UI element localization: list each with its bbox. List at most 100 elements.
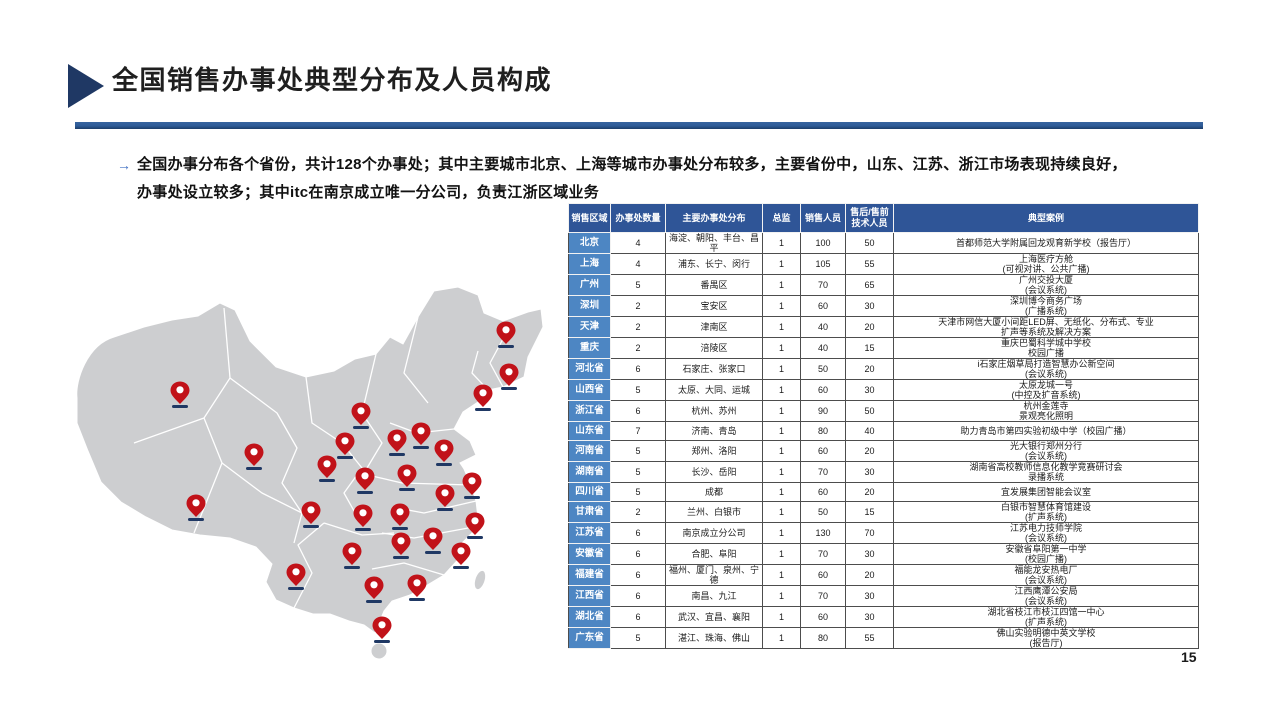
sales-count-cell: 90 xyxy=(800,400,846,422)
region-cell: 山西省 xyxy=(568,379,611,401)
sales-count-cell: 60 xyxy=(800,379,846,401)
director-cell: 1 xyxy=(762,501,801,523)
office-count-cell: 6 xyxy=(610,358,666,380)
typical-case-cell: 重庆巴蜀科学城中学校 校园广播 xyxy=(893,337,1199,359)
table-row: 河南省 5 郑州、洛阳 1 60 20 光大银行郑州分行 (会议系统) xyxy=(568,440,1199,462)
table-row: 山东省 7 济南、青岛 1 80 40 助力青岛市第四实验初级中学（校园广播） xyxy=(568,421,1199,441)
distribution-cell: 武汉、宜昌、襄阳 xyxy=(665,606,763,628)
table-row: 河北省 6 石家庄、张家口 1 50 20 i石家庄烟草局打造智慧办公新空间 (会议系统) xyxy=(568,358,1199,380)
table-row: 江西省 6 南昌、九江 1 70 30 江西鹰潭公安局 (会议系统) xyxy=(568,585,1199,607)
region-cell: 江苏省 xyxy=(568,522,611,544)
table-row: 安徽省 6 合肥、阜阳 1 70 30 安徽省阜阳第一中学 (校园广播) xyxy=(568,543,1199,565)
typical-case-cell: 光大银行郑州分行 (会议系统) xyxy=(893,440,1199,462)
distribution-cell: 郑州、洛阳 xyxy=(665,440,763,462)
sales-count-cell: 60 xyxy=(800,482,846,502)
region-cell: 安徽省 xyxy=(568,543,611,565)
china-map-svg xyxy=(76,286,544,660)
director-cell: 1 xyxy=(762,274,801,296)
region-cell: 重庆 xyxy=(568,337,611,359)
office-count-cell: 2 xyxy=(610,337,666,359)
office-count-cell: 4 xyxy=(610,232,666,254)
support-count-cell: 50 xyxy=(845,400,894,422)
map-pin-icon xyxy=(407,574,427,601)
typical-case-cell: 上海医疗方舱 (可视对讲、公共广播) xyxy=(893,253,1199,275)
sales-count-cell: 50 xyxy=(800,501,846,523)
support-count-cell: 30 xyxy=(845,543,894,565)
director-cell: 1 xyxy=(762,585,801,607)
summary-text: 全国办事分布各个省份，共计128个办事处；其中主要城市北京、上海等城市办事处分布… xyxy=(137,151,1217,207)
table-row: 上海 4 浦东、长宁、闵行 1 105 55 上海医疗方舱 (可视对讲、公共广播) xyxy=(568,253,1199,275)
typical-case-line: 上海医疗方舱 xyxy=(1018,254,1073,264)
director-cell: 1 xyxy=(762,358,801,380)
sales-count-cell: 70 xyxy=(800,585,846,607)
table-row: 湖北省 6 武汉、宜昌、襄阳 1 60 30 湖北省枝江市枝江四馆一中心 (扩声系统) xyxy=(568,606,1199,628)
table-row: 广东省 5 湛江、珠海、佛山 1 80 55 佛山实验明德中英文学校 (报告厅) xyxy=(568,627,1199,649)
china-map xyxy=(72,283,562,668)
typical-case-cell: 湖北省枝江市枝江四馆一中心 (扩声系统) xyxy=(893,606,1199,628)
table-row: 重庆 2 涪陵区 1 40 15 重庆巴蜀科学城中学校 校园广播 xyxy=(568,337,1199,359)
region-cell: 福建省 xyxy=(568,564,611,586)
distribution-cell: 兰州、白银市 xyxy=(665,501,763,523)
typical-case-line: (校园广播) xyxy=(1025,554,1067,564)
typical-case-line: (会议系统) xyxy=(1025,285,1067,295)
support-count-cell: 15 xyxy=(845,501,894,523)
region-cell: 河北省 xyxy=(568,358,611,380)
sales-count-cell: 105 xyxy=(800,253,846,275)
sales-count-cell: 60 xyxy=(800,440,846,462)
taiwan-island xyxy=(473,569,487,591)
support-count-cell: 20 xyxy=(845,564,894,586)
typical-case-line: 校园广播 xyxy=(1027,348,1064,358)
director-cell: 1 xyxy=(762,379,801,401)
table-row: 天津 2 津南区 1 40 20 天津市网信大厦小间距LED屏、无纸化、分布式、专业 扩声等系… xyxy=(568,316,1199,338)
table-row: 深圳 2 宝安区 1 60 30 深圳博今商务广场 (广播系统) xyxy=(568,295,1199,317)
office-count-cell: 5 xyxy=(610,379,666,401)
typical-case-cell: 广州交投大厦 (会议系统) xyxy=(893,274,1199,296)
office-count-cell: 6 xyxy=(610,543,666,565)
region-cell: 湖南省 xyxy=(568,461,611,483)
distribution-cell: 涪陵区 xyxy=(665,337,763,359)
director-cell: 1 xyxy=(762,564,801,586)
sales-count-cell: 100 xyxy=(800,232,846,254)
typical-case-line: 湖北省枝江市枝江四馆一中心 xyxy=(987,607,1105,617)
director-cell: 1 xyxy=(762,482,801,502)
typical-case-line: 江苏电力技师学院 xyxy=(1009,523,1082,533)
table-row: 四川省 5 成都 1 60 20 宜发展集团智能会议室 xyxy=(568,482,1199,502)
typical-case-line: 佛山实验明德中英文学校 xyxy=(996,628,1096,638)
typical-case-line: 助力青岛市第四实验初级中学（校园广播） xyxy=(960,426,1132,436)
director-cell: 1 xyxy=(762,232,801,254)
support-count-cell: 40 xyxy=(845,421,894,441)
region-cell: 甘肃省 xyxy=(568,501,611,523)
typical-case-line: 福能龙安热电厂 xyxy=(1014,565,1078,575)
support-count-cell: 20 xyxy=(845,316,894,338)
support-count-cell: 70 xyxy=(845,522,894,544)
office-count-cell: 7 xyxy=(610,421,666,441)
director-cell: 1 xyxy=(762,522,801,544)
typical-case-line: 首都师范大学附属回龙观育新学校（报告厅） xyxy=(955,238,1136,248)
table-row: 山西省 5 太原、大同、运城 1 60 30 太原龙城一号 (中控及扩音系统) xyxy=(568,379,1199,401)
region-cell: 浙江省 xyxy=(568,400,611,422)
column-header: 典型案例 xyxy=(893,203,1199,233)
typical-case-cell: 湖南省高校教师信息化教学竞赛研讨会 录播系统 xyxy=(893,461,1199,483)
typical-case-cell: 助力青岛市第四实验初级中学（校园广播） xyxy=(893,421,1199,441)
table-row: 福建省 6 福州、厦门、泉州、宁德 1 60 20 福能龙安热电厂 (会议系统) xyxy=(568,564,1199,586)
column-header: 销售人员 xyxy=(800,203,846,233)
distribution-cell: 成都 xyxy=(665,482,763,502)
distribution-cell: 湛江、珠海、佛山 xyxy=(665,627,763,649)
office-count-cell: 6 xyxy=(610,400,666,422)
support-count-cell: 20 xyxy=(845,440,894,462)
typical-case-cell: 佛山实验明德中英文学校 (报告厅) xyxy=(893,627,1199,649)
office-count-cell: 2 xyxy=(610,501,666,523)
support-count-cell: 55 xyxy=(845,627,894,649)
distribution-cell: 济南、青岛 xyxy=(665,421,763,441)
support-count-cell: 30 xyxy=(845,295,894,317)
map-pin-icon xyxy=(473,384,493,411)
map-pin-icon xyxy=(372,616,392,643)
support-count-cell: 30 xyxy=(845,461,894,483)
office-count-cell: 5 xyxy=(610,440,666,462)
support-count-cell: 15 xyxy=(845,337,894,359)
director-cell: 1 xyxy=(762,627,801,649)
column-header: 销售区域 xyxy=(568,203,611,233)
director-cell: 1 xyxy=(762,337,801,359)
director-cell: 1 xyxy=(762,253,801,275)
distribution-cell: 杭州、苏州 xyxy=(665,400,763,422)
